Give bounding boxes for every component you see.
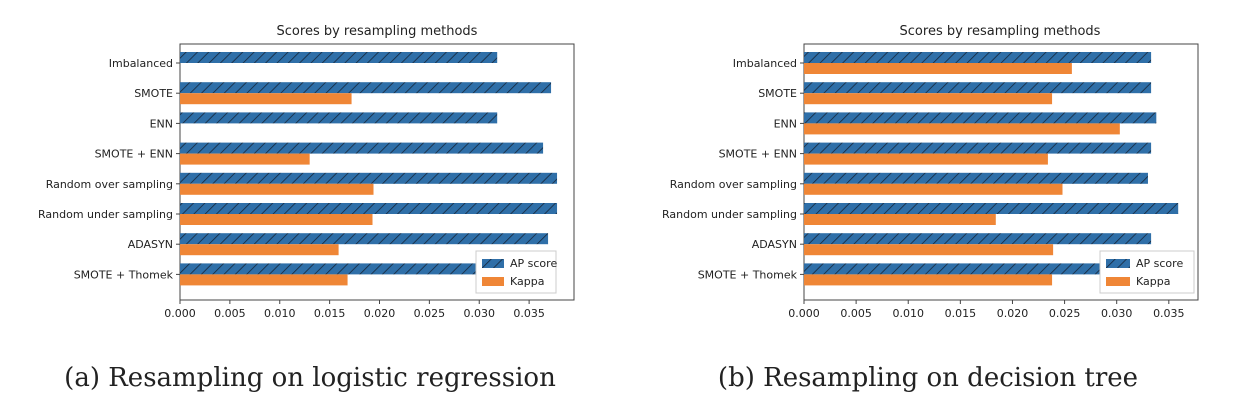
chart-decision-tree: Scores by resampling methods Imbalanced S…	[662, 24, 1199, 393]
plot-frame	[803, 43, 1199, 301]
chart-title: Scores by resampling methods	[277, 24, 478, 39]
bar-ap-score-adasyn	[180, 233, 549, 245]
bar-ap-score-smote	[804, 82, 1152, 94]
category-label-adasyn: ADASYN	[128, 238, 173, 251]
legend-swatch-ap-score	[482, 259, 504, 268]
x-tick-label: 0.020	[997, 307, 1029, 320]
bar-kappa-adasyn	[180, 244, 339, 256]
bar-ap-score-random-under-sampling	[804, 203, 1179, 214]
bar-ap-score-smote-enn	[804, 142, 1152, 154]
bar-ap-score-imbalanced	[180, 52, 498, 63]
bar-kappa-smote-enn	[804, 153, 1048, 165]
x-tick-label: 0.035	[1153, 307, 1185, 320]
figure-caption: (b) Resampling on decision tree	[718, 363, 1138, 393]
legend-swatch-ap-score	[1106, 259, 1130, 268]
bar-ap-score-smote	[180, 82, 552, 94]
plot-frame	[179, 43, 575, 301]
legend-box	[475, 250, 557, 294]
bar-kappa-imbalanced	[804, 63, 1072, 74]
x-tick-label: 0.030	[1101, 307, 1133, 320]
bar-kappa-smote-enn	[180, 153, 310, 165]
x-tick-label: 0.025	[1049, 307, 1081, 320]
x-tick-label: 0.005	[214, 307, 246, 320]
category-label-random-under-sampling: Random under sampling	[38, 208, 173, 221]
bar-ap-score-enn	[804, 112, 1157, 124]
bar-ap-score-imbalanced	[804, 52, 1152, 63]
category-label-smote: SMOTE	[134, 87, 173, 100]
category-label-smote: SMOTE	[758, 87, 797, 100]
bar-kappa-random-over-sampling	[180, 183, 374, 195]
bar-kappa-random-under-sampling	[804, 214, 996, 225]
category-label-random-over-sampling: Random over sampling	[46, 178, 173, 191]
chart-title: Scores by resampling methods	[900, 24, 1101, 39]
x-tick-label: 0.000	[164, 307, 196, 320]
category-label-random-over-sampling: Random over sampling	[670, 178, 797, 191]
legend-label-ap-score: AP score	[510, 257, 557, 270]
legend-label-ap-score: AP score	[1136, 257, 1183, 270]
bar-ap-score-random-over-sampling	[180, 172, 558, 184]
category-label-enn: ENN	[150, 117, 173, 130]
bar-ap-score-adasyn	[804, 233, 1152, 245]
bar-ap-score-random-under-sampling	[180, 203, 558, 214]
category-label-imbalanced: Imbalanced	[109, 57, 173, 70]
bar-kappa-smote-thomek	[804, 274, 1053, 286]
category-label-enn: ENN	[774, 117, 797, 130]
category-label-smote-thomek: SMOTE + Thomek	[74, 268, 174, 281]
chart-logistic-regression: Scores by resampling methods Imbalanced S…	[38, 24, 575, 393]
x-tick-label: 0.000	[788, 307, 820, 320]
x-tick-label: 0.025	[414, 307, 446, 320]
x-tick-label: 0.030	[463, 307, 495, 320]
category-label-smote-enn: SMOTE + ENN	[719, 148, 797, 161]
bar-ap-score-smote-enn	[180, 142, 544, 154]
x-tick-label: 0.010	[264, 307, 296, 320]
figure-caption: (a) Resampling on logistic regression	[64, 363, 556, 393]
bar-ap-score-smote-thomek	[180, 263, 548, 275]
bar-kappa-enn	[804, 123, 1120, 135]
legend-swatch-kappa	[482, 277, 504, 286]
legend: AP score Kappa	[475, 250, 557, 294]
legend: AP score Kappa	[1099, 250, 1195, 294]
category-label-adasyn: ADASYN	[752, 238, 797, 251]
bar-kappa-smote	[180, 93, 352, 105]
x-tick-label: 0.015	[945, 307, 977, 320]
bar-kappa-random-under-sampling	[180, 214, 373, 225]
x-tick-label: 0.005	[840, 307, 872, 320]
x-tick-label: 0.020	[364, 307, 396, 320]
bar-kappa-smote	[804, 93, 1053, 105]
bar-kappa-random-over-sampling	[804, 183, 1063, 195]
x-tick-label: 0.015	[314, 307, 346, 320]
category-label-random-under-sampling: Random under sampling	[662, 208, 797, 221]
legend-swatch-kappa	[1106, 277, 1130, 286]
bar-ap-score-smote-thomek	[804, 263, 1150, 275]
category-label-smote-enn: SMOTE + ENN	[95, 148, 173, 161]
bar-ap-score-enn	[180, 112, 498, 124]
bar-kappa-smote-thomek	[180, 274, 348, 286]
legend-label-kappa: Kappa	[1136, 275, 1170, 288]
category-label-imbalanced: Imbalanced	[733, 57, 797, 70]
bar-ap-score-random-over-sampling	[804, 172, 1148, 184]
x-tick-label: 0.035	[513, 307, 545, 320]
category-label-smote-thomek: SMOTE + Thomek	[698, 268, 798, 281]
x-tick-label: 0.010	[892, 307, 924, 320]
legend-label-kappa: Kappa	[510, 275, 544, 288]
bar-kappa-adasyn	[804, 244, 1054, 256]
